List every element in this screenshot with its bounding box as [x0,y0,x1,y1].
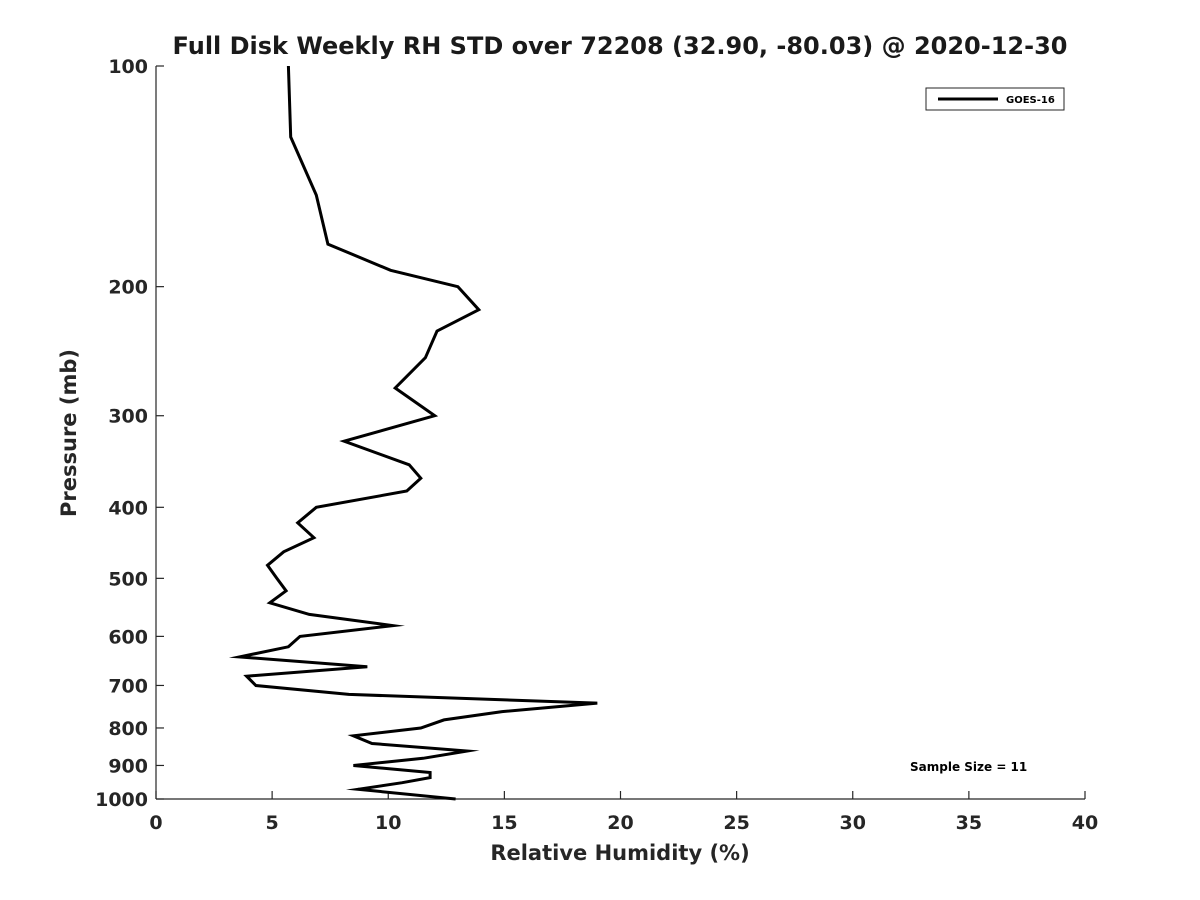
y-tick-label: 200 [108,277,148,299]
x-tick-label: 15 [491,812,517,834]
y-tick-label: 800 [108,718,148,740]
x-axis-label: Relative Humidity (%) [490,841,749,865]
y-tick-label: 700 [108,675,148,697]
y-tick-label: 900 [108,755,148,777]
chart-title: Full Disk Weekly RH STD over 72208 (32.9… [173,32,1068,60]
x-tick-label: 20 [607,812,633,834]
x-tick-label: 25 [723,812,749,834]
y-ticks: 100 200 300 400 500 600 700 800 900 1000 [95,56,164,811]
legend-label: GOES-16 [1006,95,1055,106]
x-tick-label: 35 [956,812,982,834]
x-tick-label: 30 [840,812,866,834]
series-layer [228,65,598,801]
y-tick-label: 500 [108,568,148,590]
x-tick-label: 0 [149,812,162,834]
y-tick-label: 1000 [95,789,148,811]
y-tick-label: 100 [108,56,148,78]
series-line-goes-16 [228,65,598,801]
x-ticks: 0 5 10 15 20 25 30 35 40 [149,791,1098,834]
x-tick-label: 10 [375,812,401,834]
y-tick-label: 300 [108,406,148,428]
sample-size-annotation: Sample Size = 11 [910,760,1027,774]
legend: GOES-16 [925,87,1065,111]
x-tick-label: 40 [1072,812,1098,834]
y-axis-label: Pressure (mb) [57,349,81,517]
y-tick-label: 400 [108,497,148,519]
y-tick-label: 600 [108,626,148,648]
x-tick-label: 5 [266,812,279,834]
